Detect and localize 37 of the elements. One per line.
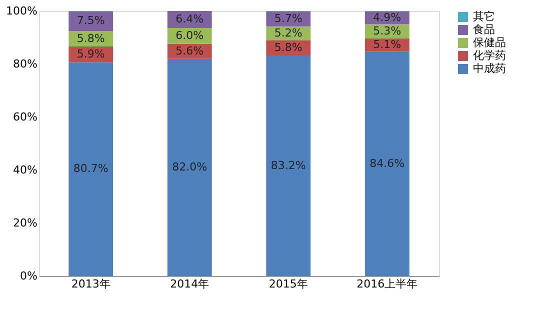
- x-tick-label: 2014年: [170, 278, 210, 290]
- data-label: 5.7%: [274, 12, 302, 25]
- data-label: 5.9%: [76, 47, 105, 60]
- data-label: 83.2%: [270, 158, 306, 172]
- data-label: 6.4%: [176, 12, 204, 26]
- bar: [167, 58, 212, 276]
- data-label: 5.6%: [176, 44, 204, 58]
- bar: [364, 52, 410, 276]
- data-label: 84.6%: [370, 156, 405, 170]
- bar: [68, 11, 114, 32]
- y-tick-label: 20%: [13, 216, 38, 230]
- legend-label: 化学药: [473, 49, 506, 62]
- data-label: 7.5%: [76, 14, 105, 28]
- y-tick-label: 40%: [13, 164, 38, 176]
- data-label: 4.9%: [373, 10, 402, 24]
- data-label: 6.0%: [176, 28, 204, 42]
- x-tick-label: 2013年: [71, 278, 110, 290]
- data-label: 5.8%: [274, 40, 302, 54]
- legend-label: 食品: [473, 23, 495, 36]
- legend-label: 中成药: [473, 62, 506, 75]
- data-label: 5.8%: [76, 32, 105, 45]
- y-tick-label: 60%: [13, 110, 38, 124]
- legend-label: 其它: [473, 10, 495, 23]
- bar: [266, 56, 311, 276]
- bar: [68, 62, 114, 276]
- y-tick-label: 0%: [20, 270, 38, 282]
- data-label: 82.0%: [172, 160, 208, 174]
- data-label: 5.2%: [274, 26, 302, 40]
- x-tick-label: 2016上半年: [356, 278, 418, 290]
- data-label: 5.1%: [373, 38, 402, 52]
- bar: [266, 11, 311, 26]
- data-label: 80.7%: [73, 162, 108, 176]
- legend-label: 保健品: [473, 36, 506, 49]
- data-label: 5.3%: [373, 24, 402, 38]
- y-tick-label: 80%: [13, 58, 38, 70]
- y-tick-label: 100%: [6, 4, 38, 18]
- x-tick-label: 2015年: [268, 278, 308, 290]
